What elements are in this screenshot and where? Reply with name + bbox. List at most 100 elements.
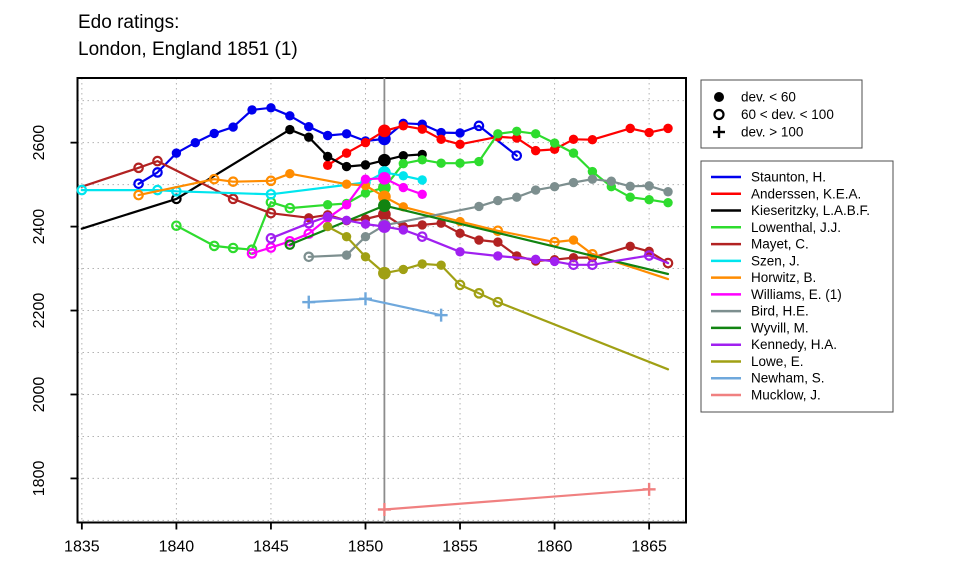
marker-filled bbox=[568, 177, 579, 188]
series-line bbox=[383, 488, 651, 511]
marker-filled bbox=[663, 123, 673, 134]
legend-item-horwitz-b: Horwitz, B. bbox=[711, 270, 816, 285]
marker-filled bbox=[285, 168, 295, 179]
marker-filled bbox=[474, 201, 484, 212]
legend-item-staunton-h: Staunton, H. bbox=[711, 170, 826, 185]
marker-open bbox=[227, 176, 239, 187]
marker-open bbox=[152, 167, 163, 178]
marker-filled bbox=[512, 133, 522, 143]
marker-filled bbox=[663, 197, 673, 208]
marker-filled bbox=[474, 156, 484, 167]
marker-open bbox=[265, 233, 277, 244]
marker-filled bbox=[341, 250, 352, 260]
series-line bbox=[250, 177, 424, 255]
marker-filled bbox=[322, 221, 333, 232]
marker-filled bbox=[285, 124, 295, 135]
marker-filled bbox=[360, 252, 371, 262]
open-circle-icon bbox=[713, 108, 725, 121]
marker-filled bbox=[360, 137, 371, 148]
marker-filled bbox=[663, 187, 673, 197]
marker-filled bbox=[360, 160, 371, 170]
marker-filled bbox=[360, 188, 371, 198]
marker-open bbox=[265, 175, 277, 187]
marker-open bbox=[208, 240, 220, 252]
marker-filled bbox=[530, 145, 541, 156]
gridlines bbox=[77, 78, 686, 523]
marker-filled bbox=[512, 192, 522, 202]
marker-legend-label: 60 < dev. < 100 bbox=[741, 107, 834, 122]
axes: 1835 1840 1845 1850 1855 1860 1865 1800 2000 2200… bbox=[31, 125, 667, 556]
legend-player-name: Lowenthal, J.J. bbox=[751, 220, 841, 235]
marker-filled bbox=[228, 122, 238, 132]
marker-open bbox=[171, 220, 182, 232]
series-line bbox=[80, 128, 424, 230]
marker-filled bbox=[398, 264, 409, 275]
marker-legend: dev. < 60 60 < dev. < 100 dev. > 100 bbox=[700, 79, 863, 149]
marker-open bbox=[511, 150, 523, 161]
marker-open bbox=[133, 189, 144, 201]
marker-filled bbox=[378, 181, 391, 194]
chart-title-line1: Edo ratings: bbox=[78, 12, 179, 33]
marker-filled bbox=[322, 160, 333, 171]
marker-filled bbox=[493, 129, 503, 139]
marker-filled bbox=[568, 134, 579, 144]
marker-open bbox=[246, 248, 258, 259]
marker-open bbox=[568, 259, 579, 271]
marker-open bbox=[284, 239, 296, 250]
marker-open bbox=[303, 251, 315, 263]
marker-filled bbox=[455, 228, 465, 239]
marker-open bbox=[492, 296, 504, 308]
marker-legend-item-open-circle: 60 < dev. < 100 bbox=[713, 107, 834, 122]
marker-filled bbox=[568, 235, 579, 245]
x-tick-label: 1860 bbox=[537, 539, 573, 556]
marker-filled bbox=[549, 182, 560, 192]
marker-filled bbox=[398, 225, 409, 235]
legend-player-name: Kieseritzky, L.A.B.F. bbox=[751, 203, 870, 218]
legend-player-name: Newham, S. bbox=[751, 371, 825, 386]
legend-item-kennedy-h-a: Kennedy, H.A. bbox=[711, 337, 837, 352]
legend-player-name: Anderssen, K.E.A. bbox=[751, 186, 861, 201]
marker-filled bbox=[436, 158, 446, 168]
y-tick-label: 2200 bbox=[31, 293, 48, 329]
marker-open bbox=[492, 225, 504, 237]
legend-player-name: Mayet, C. bbox=[751, 237, 809, 252]
marker-filled bbox=[266, 103, 276, 113]
legend-item-mucklow-j: Mucklow, J. bbox=[711, 388, 821, 403]
marker-filled bbox=[398, 121, 409, 131]
marker-filled bbox=[455, 158, 465, 168]
marker-open bbox=[473, 288, 485, 299]
marker-filled bbox=[322, 130, 333, 141]
marker-filled bbox=[417, 155, 427, 165]
marker-filled bbox=[190, 137, 201, 148]
marker-open bbox=[662, 257, 674, 269]
legend-player-name: Mucklow, J. bbox=[751, 388, 821, 403]
filled-circle-icon bbox=[714, 92, 724, 102]
marker-open bbox=[152, 155, 163, 167]
marker-filled bbox=[436, 260, 446, 270]
marker-open bbox=[473, 120, 485, 132]
legends: dev. < 60 60 < dev. < 100 dev. > 100 Staunt… bbox=[700, 79, 894, 413]
marker-filled bbox=[493, 251, 503, 261]
marker-filled bbox=[378, 190, 391, 204]
marker-filled bbox=[360, 231, 371, 242]
marker-filled bbox=[587, 135, 598, 145]
marker-filled bbox=[304, 121, 314, 132]
marker-open bbox=[265, 188, 277, 200]
marker-filled bbox=[474, 235, 484, 245]
marker-filled bbox=[530, 129, 541, 139]
marker-filled bbox=[568, 148, 579, 158]
marker-filled bbox=[247, 105, 257, 115]
x-tick-label: 1845 bbox=[253, 539, 289, 556]
marker-filled bbox=[304, 132, 314, 142]
marker-filled bbox=[606, 176, 617, 186]
legend-player-name: Williams, E. (1) bbox=[751, 287, 842, 302]
marker-open bbox=[227, 242, 239, 254]
marker-filled bbox=[417, 189, 427, 199]
legend-item-bird-h-e: Bird, H.E. bbox=[711, 304, 809, 319]
marker-filled bbox=[625, 241, 635, 252]
marker-filled bbox=[512, 251, 522, 261]
legend-player-name: Horwitz, B. bbox=[751, 270, 816, 285]
chart-title-line2: London, England 1851 (1) bbox=[78, 39, 298, 60]
marker-filled bbox=[512, 126, 522, 137]
